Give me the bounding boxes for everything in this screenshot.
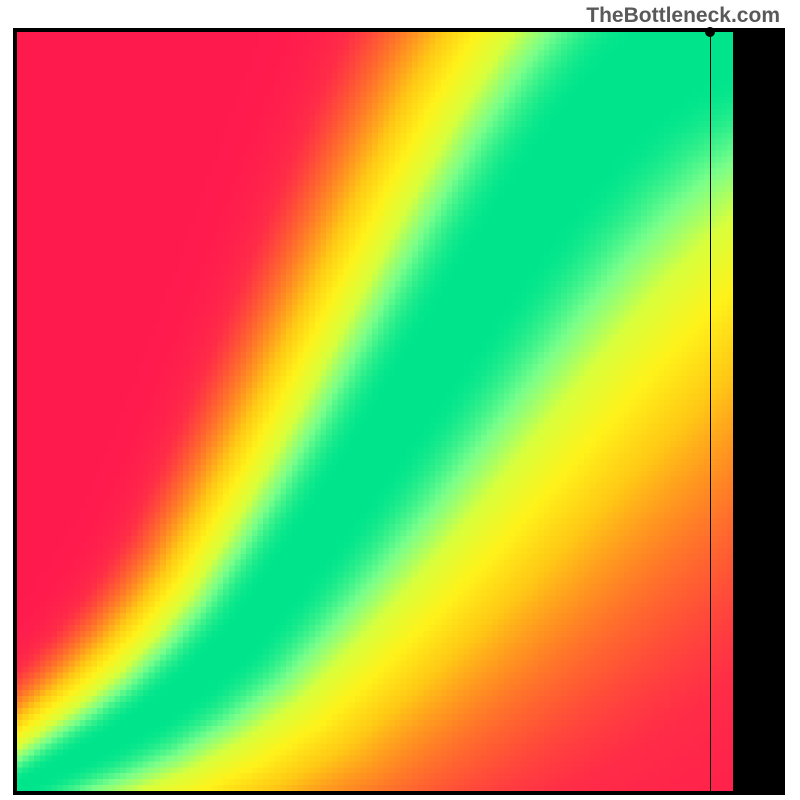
reference-marker-dot bbox=[705, 27, 715, 37]
heatmap-canvas bbox=[17, 32, 750, 791]
attribution-text: TheBottleneck.com bbox=[586, 4, 780, 28]
chart-container: TheBottleneck.com bbox=[0, 0, 800, 800]
vertical-reference-line bbox=[710, 32, 711, 791]
